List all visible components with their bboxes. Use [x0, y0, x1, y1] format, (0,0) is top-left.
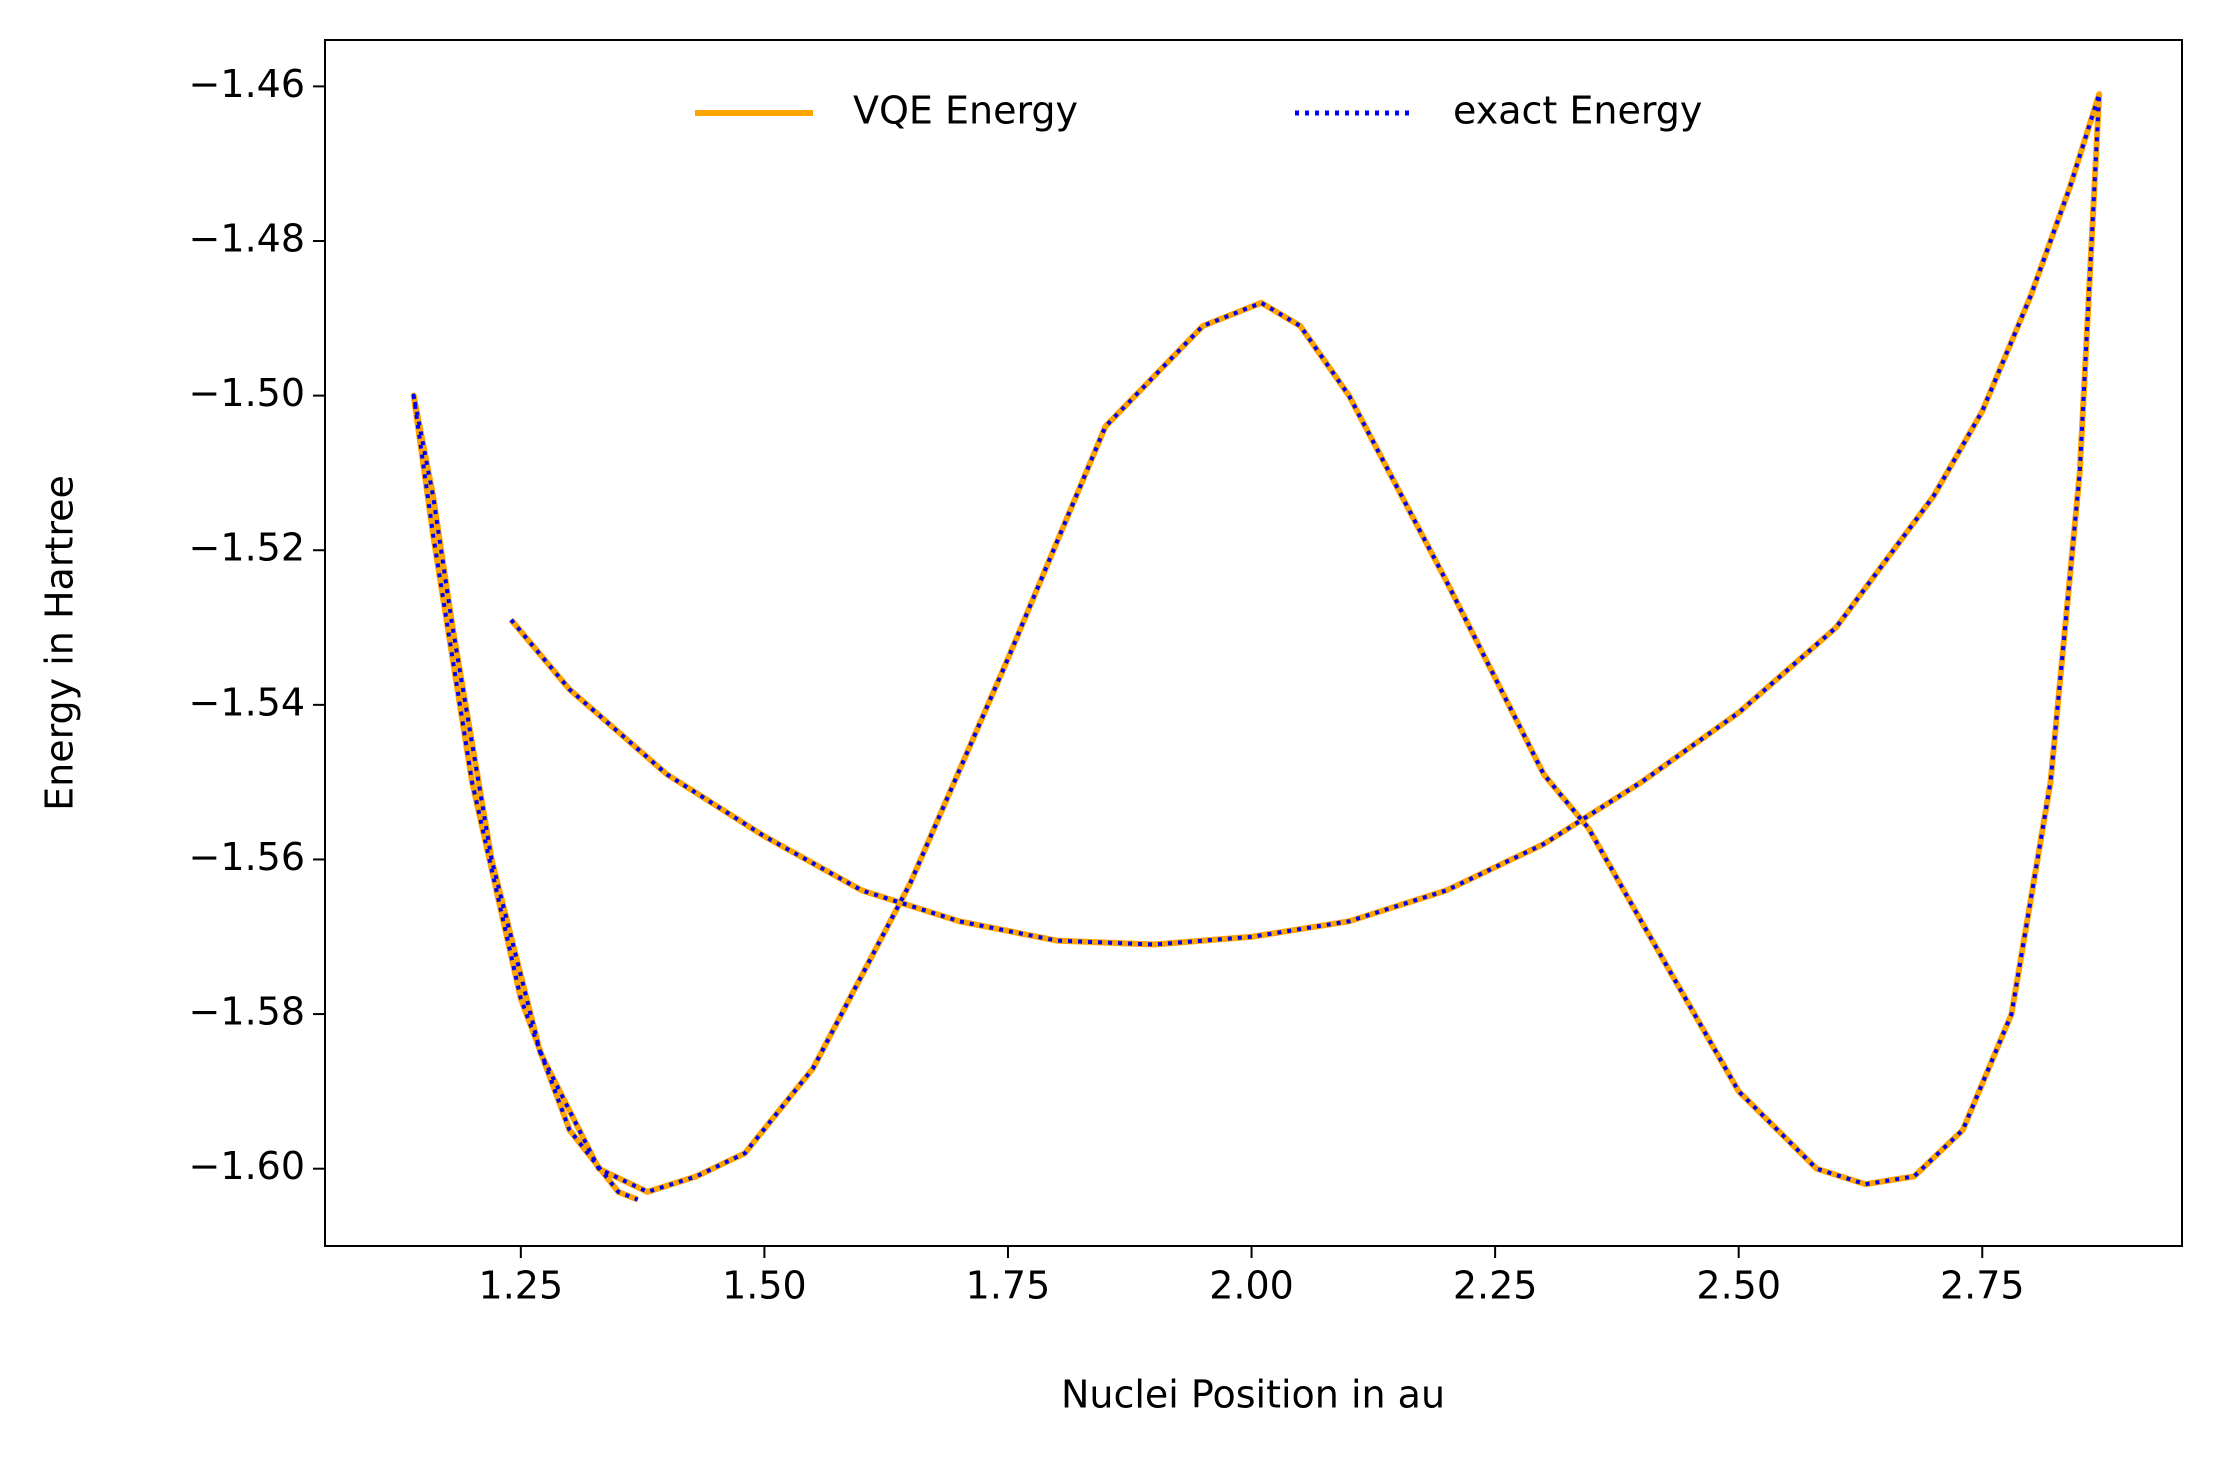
- x-tick-label: 2.25: [1453, 1264, 1538, 1308]
- x-tick-label: 1.25: [479, 1264, 564, 1308]
- x-tick-label: 2.75: [1940, 1264, 2025, 1308]
- x-axis-label: Nuclei Position in au: [1061, 1373, 1445, 1417]
- x-tick-label: 1.50: [722, 1264, 807, 1308]
- series-line: [410, 91, 2103, 1203]
- y-tick-label: −1.54: [189, 680, 305, 724]
- y-tick-label: −1.48: [189, 217, 305, 261]
- y-tick-label: −1.50: [189, 371, 305, 415]
- y-tick-label: −1.58: [189, 990, 305, 1034]
- series-line: [411, 92, 2102, 1202]
- x-tick-label: 2.00: [1209, 1264, 1294, 1308]
- y-axis-label: Energy in Hartree: [38, 475, 82, 811]
- y-tick-label: −1.46: [189, 62, 305, 106]
- x-tick-label: 2.50: [1696, 1264, 1781, 1308]
- plot-frame: [324, 39, 2183, 1247]
- y-tick-label: −1.60: [189, 1144, 305, 1188]
- legend-label: exact Energy: [1453, 89, 1702, 133]
- y-tick-label: −1.52: [189, 526, 305, 570]
- legend-label: VQE Energy: [853, 89, 1078, 133]
- y-tick-label: −1.56: [189, 835, 305, 879]
- x-tick-label: 1.75: [966, 1264, 1051, 1308]
